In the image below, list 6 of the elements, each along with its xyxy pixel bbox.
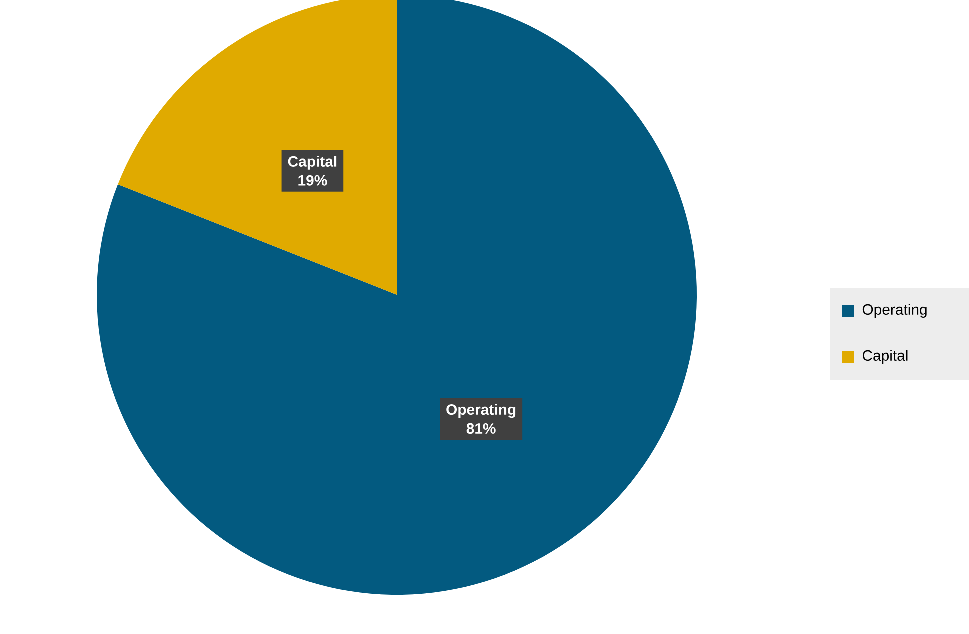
data-label: 19% bbox=[298, 175, 328, 186]
legend-label: Capital bbox=[862, 350, 908, 364]
slice-label: Operating bbox=[446, 404, 516, 418]
data-label: 81% bbox=[466, 423, 496, 434]
slice-label: Capital bbox=[288, 156, 337, 170]
legend-label: Operating bbox=[862, 304, 927, 318]
